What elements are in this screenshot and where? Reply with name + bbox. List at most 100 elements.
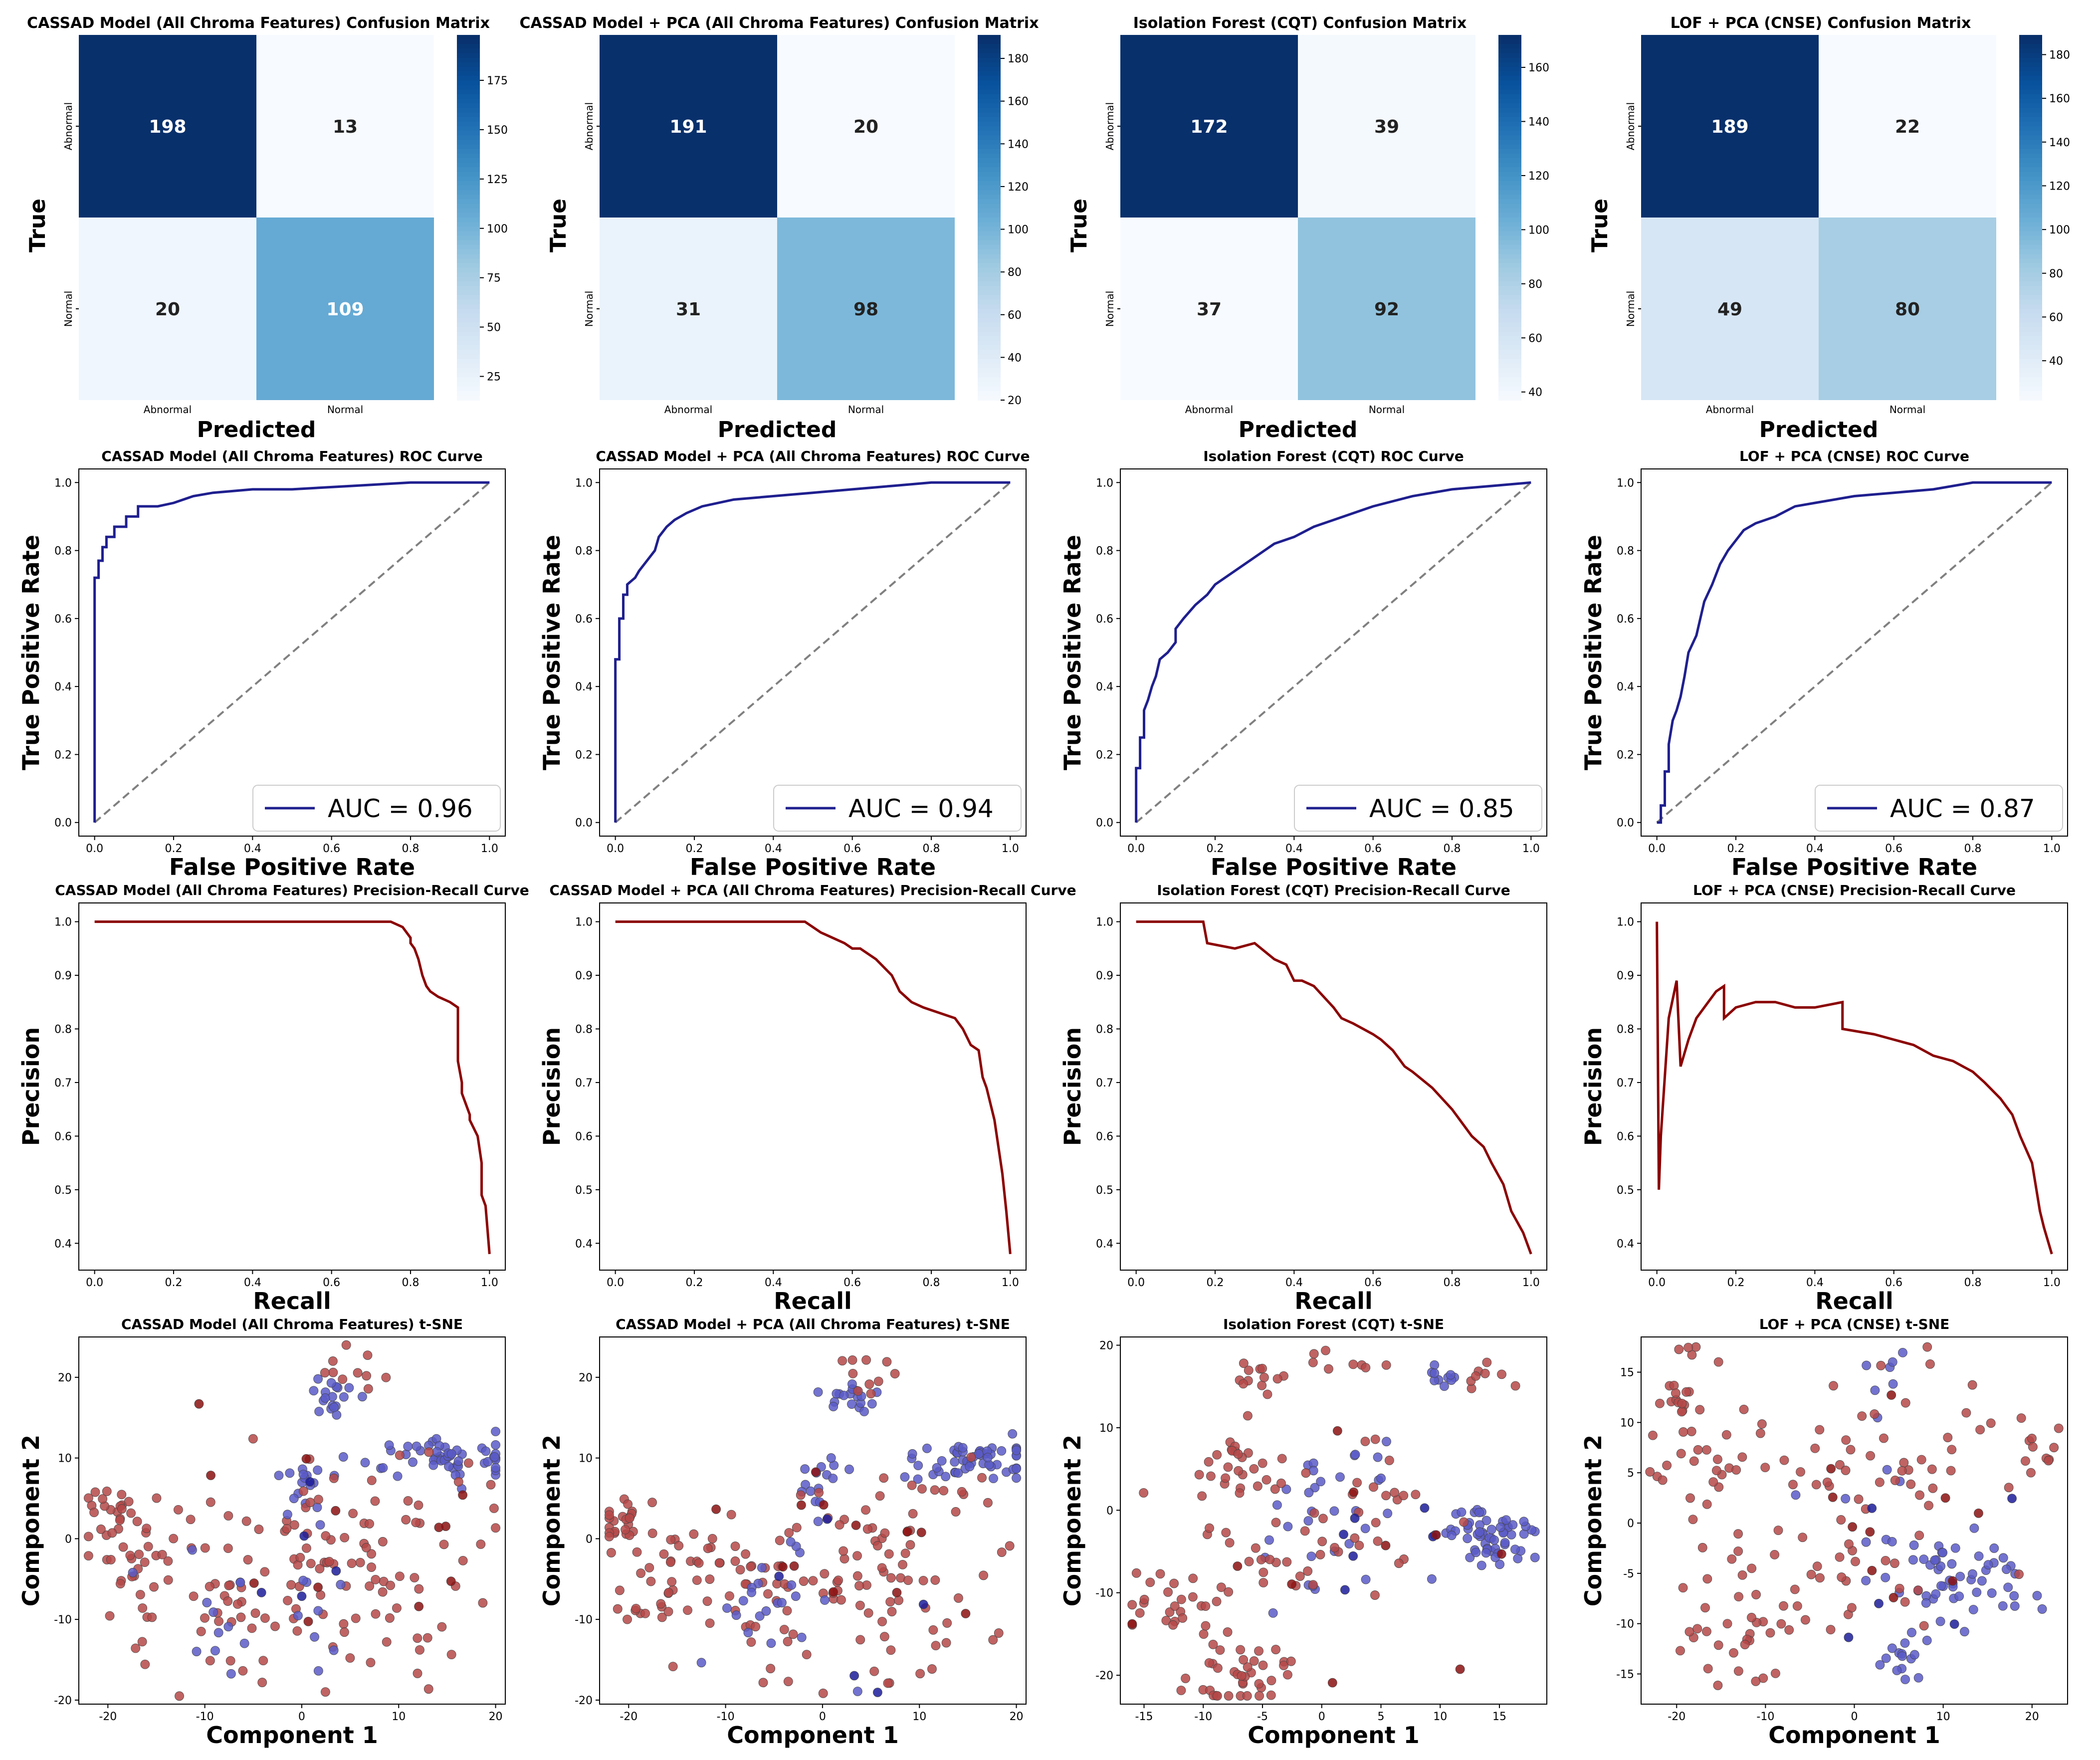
cm-cell: [1819, 218, 1996, 400]
y-tick-label: 20: [58, 1372, 72, 1384]
tsne-point: [1875, 1660, 1885, 1670]
tsne-point: [1308, 1357, 1318, 1367]
tsne-point: [1276, 1478, 1286, 1488]
colorbar-label: 140: [1528, 116, 1549, 129]
tsne-point: [1983, 1560, 1993, 1570]
tsne-point: [367, 1549, 376, 1559]
tsne-point: [491, 1440, 500, 1450]
tsne-point: [1916, 1455, 1926, 1465]
tsne-point: [746, 1561, 756, 1571]
tsne-point: [1306, 1551, 1316, 1561]
tsne-point: [1266, 1676, 1276, 1686]
roc-diagonal: [615, 481, 1011, 824]
tsne-point: [386, 1580, 396, 1590]
colorbar-band: [978, 350, 1001, 355]
x-tick-label: 0.6: [323, 843, 340, 855]
colorbar-band: [1498, 350, 1521, 355]
tsne-point: [1008, 1429, 1018, 1439]
tsne-point: [1671, 1388, 1680, 1398]
tsne-point: [1459, 1517, 1469, 1527]
cm-value: 80: [1895, 299, 1920, 320]
y-tick-label: 0.6: [575, 613, 593, 626]
tsne-point: [163, 1556, 173, 1566]
tsne-point: [692, 1575, 702, 1585]
y-tick-label: 1.0: [575, 916, 593, 929]
tsne-point: [1508, 1520, 1518, 1530]
colorbar-band: [1498, 199, 1521, 205]
y-tick-label: -5: [1623, 1568, 1634, 1580]
tsne-point: [997, 1547, 1007, 1557]
plot-title: Isolation Forest (CQT) Precision-Recall …: [1157, 882, 1510, 898]
tsne-point: [1258, 1660, 1268, 1670]
colorbar-band: [457, 204, 480, 209]
tsne-point: [297, 1591, 307, 1601]
tsne-point: [408, 1457, 418, 1467]
tsne-point: [481, 1446, 491, 1456]
tsne-point: [1888, 1357, 1897, 1367]
y-tick-label: 1.0: [1096, 477, 1113, 489]
x-tick-label: 0.6: [1364, 843, 1382, 855]
cm-title: CASSAD Model (All Chroma Features) Confu…: [27, 14, 490, 32]
tsne-point: [851, 1521, 861, 1530]
tsne-point: [665, 1557, 675, 1567]
tsne-point: [1204, 1658, 1214, 1668]
tsne-point: [659, 1549, 669, 1559]
tsne-point: [1887, 1390, 1896, 1400]
cm-ylabel: True: [1587, 199, 1613, 252]
tsne-point: [931, 1641, 941, 1651]
x-tick-label: 0.6: [843, 843, 861, 855]
tsne-point: [918, 1599, 928, 1609]
tsne-point: [766, 1664, 776, 1674]
tsne-point: [792, 1523, 802, 1533]
tsne-point: [1765, 1628, 1775, 1638]
x-tick-label: 0.2: [165, 843, 183, 855]
tsne-point: [1645, 1467, 1655, 1477]
tsne-point: [1268, 1608, 1278, 1618]
y-tick-label: 0.7: [575, 1077, 593, 1090]
tsne-point: [1373, 1452, 1383, 1462]
tsne-point: [905, 1540, 915, 1550]
colorbar-band: [1498, 231, 1521, 236]
colorbar-band: [457, 144, 480, 150]
tsne-point: [313, 1606, 323, 1616]
colorbar-band: [2019, 263, 2042, 268]
tsne-point: [1669, 1380, 1679, 1390]
colorbar-band: [457, 80, 480, 86]
tsne-point: [314, 1406, 324, 1416]
tsne-point: [2004, 1483, 2014, 1493]
x-tick-label: 20: [489, 1711, 503, 1723]
tsne-point: [927, 1664, 937, 1674]
tsne-point: [1674, 1344, 1684, 1354]
colorbar-band: [2019, 395, 2042, 401]
tsne-point: [124, 1497, 134, 1507]
colorbar-band: [978, 76, 1001, 81]
cm-value: 189: [1711, 117, 1748, 137]
colorbar-band: [1498, 181, 1521, 186]
tsne-point: [791, 1591, 801, 1601]
tsne-point: [1260, 1372, 1269, 1382]
tsne-point: [340, 1627, 349, 1637]
tsne-point: [437, 1622, 447, 1632]
tsne-point: [2028, 1442, 2038, 1452]
tsne-point: [1950, 1543, 1960, 1553]
x-tick-label: 0.2: [686, 1277, 703, 1289]
colorbar-band: [457, 176, 480, 182]
tsne-point: [1481, 1516, 1491, 1526]
colorbar-band: [2019, 140, 2042, 145]
x-tick-label: 20: [1010, 1711, 1024, 1723]
y-tick-label: 0.0: [1617, 817, 1634, 830]
tsne-point: [1792, 1601, 1802, 1611]
tsne-point: [351, 1613, 361, 1623]
tsne-point: [1776, 1619, 1786, 1629]
y-tick-label: 0: [65, 1533, 72, 1545]
tsne-point: [2037, 1604, 2047, 1614]
y-tick-label: 0.4: [1617, 1238, 1634, 1250]
colorbar-label: 175: [487, 75, 508, 87]
colorbar-band: [1498, 158, 1521, 164]
x-tick-label: 0: [298, 1711, 305, 1723]
y-axis-label: Component 2: [1580, 1435, 1607, 1607]
colorbar-band: [2019, 195, 2042, 200]
tsne-point: [192, 1647, 202, 1656]
colorbar-band: [978, 272, 1001, 277]
colorbar-band: [457, 195, 480, 200]
